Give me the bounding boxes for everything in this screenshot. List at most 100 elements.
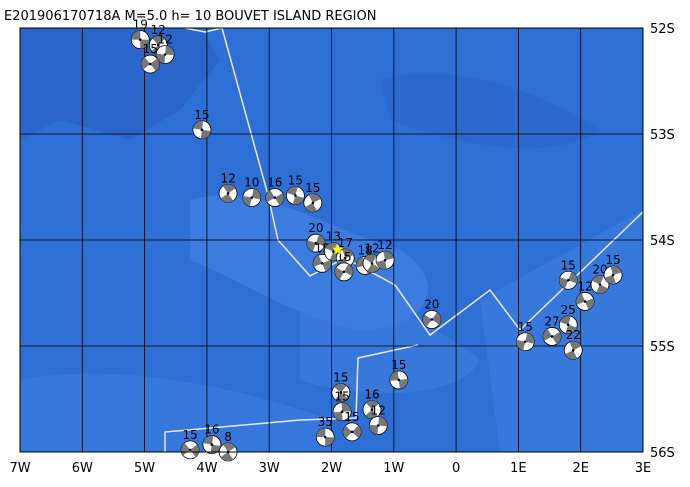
depth-label: 13 xyxy=(326,230,341,244)
beachball-center xyxy=(250,196,254,199)
beachball xyxy=(603,265,623,285)
beachball xyxy=(218,183,238,203)
beachball-center xyxy=(157,43,160,47)
beachball xyxy=(558,315,578,335)
beachball-center xyxy=(340,410,344,414)
beachball-quadrant xyxy=(336,249,354,268)
beachball-center xyxy=(611,273,615,277)
beachball-center xyxy=(332,250,335,253)
beachball xyxy=(285,186,305,205)
depth-label: 15 xyxy=(182,428,197,442)
depth-label: 15 xyxy=(194,108,209,122)
beachball xyxy=(563,340,583,360)
depth-label: 10 xyxy=(244,176,259,190)
depth-label: 12 xyxy=(377,238,392,252)
beachball-center xyxy=(566,323,570,327)
beachball xyxy=(192,120,212,140)
lon-tick-label: 1E xyxy=(510,461,527,476)
beachball xyxy=(542,327,562,346)
beachball-center xyxy=(370,262,374,265)
beachball xyxy=(558,270,578,290)
beachball-center xyxy=(350,430,354,434)
beachball-center xyxy=(320,262,324,265)
beachball-quadrant xyxy=(565,341,582,360)
beachball-center xyxy=(571,348,575,352)
lat-tick-label: 56S xyxy=(650,446,675,461)
beachball xyxy=(180,440,200,460)
beachball xyxy=(375,250,395,270)
beachball-center xyxy=(163,53,167,56)
depth-label: 15 xyxy=(391,358,406,372)
beachball xyxy=(332,402,352,422)
beachball-quadrant xyxy=(193,120,211,139)
beachball-center xyxy=(342,270,346,274)
lon-tick-label: 7W xyxy=(9,461,30,476)
beachball-center xyxy=(226,192,230,195)
beachball xyxy=(140,54,160,74)
beachball-center xyxy=(343,256,347,260)
beachball xyxy=(342,422,362,442)
beachball xyxy=(303,193,323,213)
depth-label: 15 xyxy=(561,258,576,272)
beachball-center xyxy=(550,335,554,338)
lat-tick-label: 53S xyxy=(650,128,675,143)
depth-label: 35 xyxy=(318,415,333,429)
beachball xyxy=(265,188,285,208)
lon-tick-label: 1W xyxy=(383,461,404,476)
map-title: E201906170718A M=5.0 h= 10 BOUVET ISLAND… xyxy=(4,9,376,24)
beachball-center xyxy=(188,448,192,452)
depth-label: 8 xyxy=(224,430,232,444)
beachball xyxy=(242,188,262,208)
depth-label: 18 xyxy=(358,243,373,257)
depth-label: 15 xyxy=(305,181,320,195)
depth-label: 19 xyxy=(133,18,148,32)
beachball-center xyxy=(273,196,277,199)
depth-label: 15 xyxy=(605,253,620,267)
beachball-quadrant xyxy=(131,30,150,49)
beachball-quadrant xyxy=(543,328,562,345)
beachball xyxy=(590,275,610,294)
beachball xyxy=(331,383,351,403)
beachball-center xyxy=(566,278,570,282)
depth-label: 12 xyxy=(371,404,386,418)
beachball-center xyxy=(210,443,214,446)
beachball xyxy=(515,332,535,352)
depth-label: 15 xyxy=(288,173,303,187)
lon-tick-label: 6W xyxy=(72,461,93,476)
lon-tick-label: 2E xyxy=(572,461,589,476)
depth-label: 15 xyxy=(333,371,348,385)
lon-tick-label: 5W xyxy=(134,461,155,476)
beachball-center xyxy=(200,128,204,132)
beachball xyxy=(334,262,354,282)
depth-label: 25 xyxy=(561,303,576,317)
epicenter-star xyxy=(331,242,345,255)
depth-label: 15 xyxy=(344,410,359,424)
beachball-center xyxy=(314,241,318,245)
depth-label: 12 xyxy=(577,279,592,293)
beachball-center xyxy=(583,300,587,303)
lon-tick-label: 4W xyxy=(196,461,217,476)
beachball-center xyxy=(148,62,152,66)
beachball-center xyxy=(523,340,527,344)
beachball-quadrant xyxy=(220,443,236,461)
depth-label: 12 xyxy=(220,171,235,185)
lon-tick-label: 3E xyxy=(635,461,652,476)
lon-tick-label: 3W xyxy=(259,461,280,476)
beachball-quadrant xyxy=(220,184,236,203)
depth-label: 15 xyxy=(518,320,533,334)
beachball xyxy=(155,45,175,64)
beachball xyxy=(306,233,326,253)
beachball-center xyxy=(138,38,142,41)
lat-tick-label: 52S xyxy=(650,22,675,37)
lat-tick-label: 55S xyxy=(650,340,675,355)
beachball-center xyxy=(397,378,401,382)
depth-label: 27 xyxy=(544,314,559,328)
beachball xyxy=(422,310,442,329)
beachball-center xyxy=(311,201,315,205)
beachball xyxy=(130,30,150,50)
beachball xyxy=(389,370,409,390)
beachball xyxy=(312,253,332,273)
depth-label: 20 xyxy=(424,298,439,312)
beachball-center xyxy=(376,424,380,427)
